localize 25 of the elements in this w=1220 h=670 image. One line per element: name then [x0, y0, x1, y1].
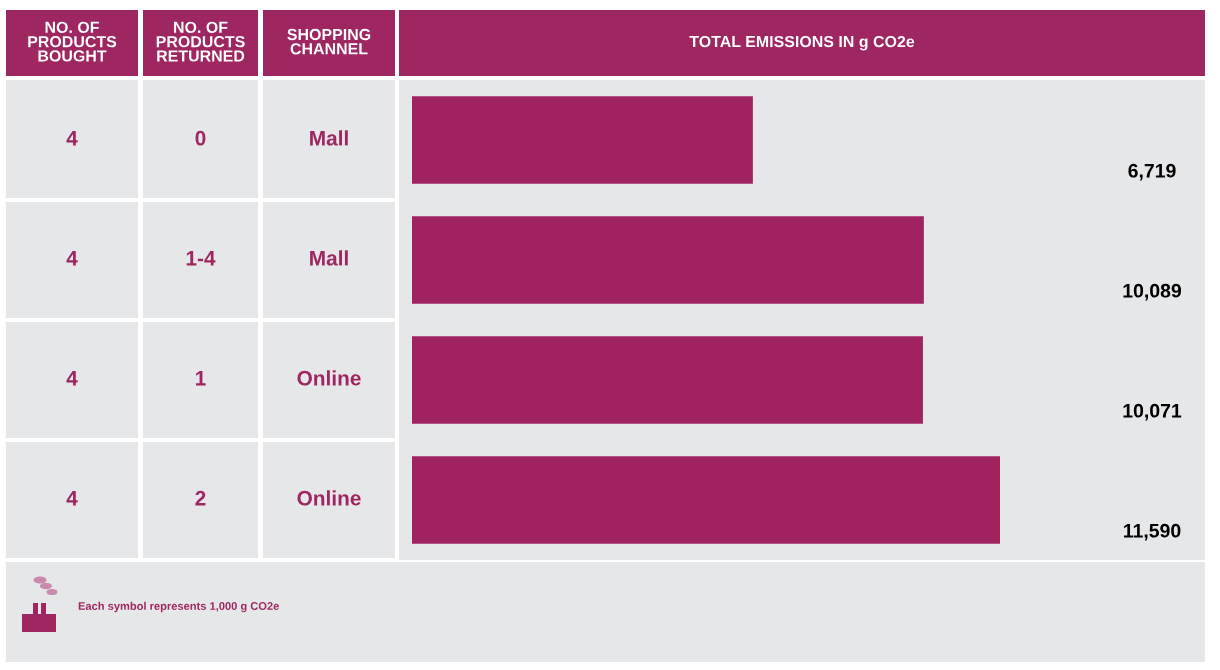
text: Each symbol represents 1,000 g CO2e: [78, 601, 279, 613]
bar: [412, 216, 924, 304]
data-label: 11,590: [1124, 523, 1181, 541]
data-label: 10,089: [1123, 283, 1182, 301]
y-tick-label: Online: [297, 370, 361, 386]
bar: [412, 96, 753, 184]
y-axis-title: SHOPPING CHANNEL: [287, 28, 371, 55]
text: 4: [66, 251, 78, 266]
text: 4: [66, 131, 78, 146]
text: 4: [66, 491, 78, 506]
text: 1: [196, 371, 206, 386]
text: 4: [66, 371, 78, 386]
y-tick-label: Mall: [310, 130, 348, 146]
data-label: 10,071: [1123, 403, 1182, 421]
text: 0: [195, 130, 206, 146]
bar: [412, 456, 1000, 544]
x-axis-title: TOTAL EMISSIONS IN g CO2e: [689, 35, 915, 51]
text: 2: [195, 490, 206, 506]
text: NO. OF PRODUCTS BOUGHT: [28, 21, 117, 62]
text: 1-4: [186, 251, 216, 266]
data-label: 6,719: [1128, 163, 1176, 181]
y-tick-label: Online: [297, 490, 361, 506]
y-tick-label: Mall: [310, 250, 348, 266]
bar: [412, 336, 923, 424]
text: NO. OF PRODUCTS RETURNED: [156, 21, 245, 62]
